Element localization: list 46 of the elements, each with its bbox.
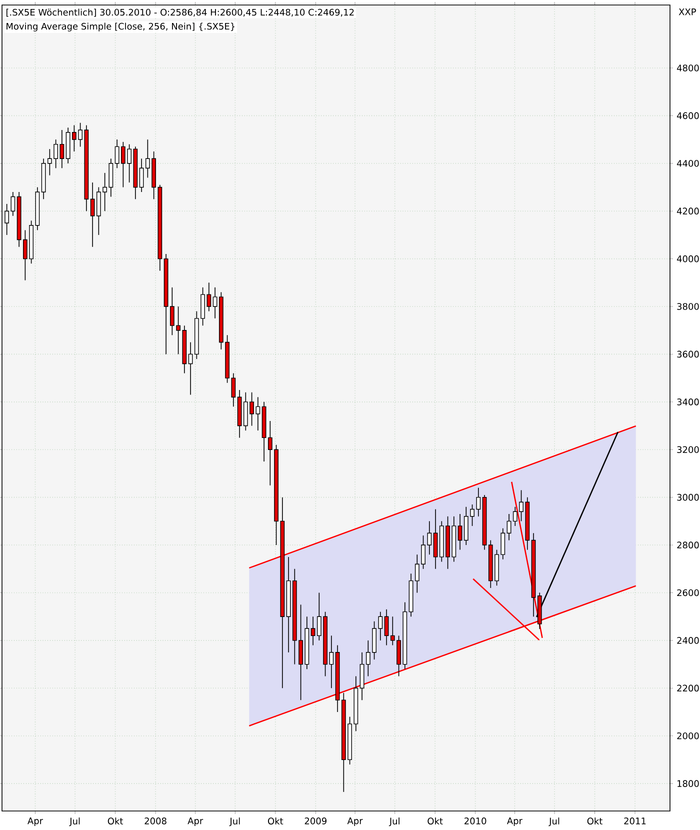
x-tick-label: Apr [28,818,44,826]
candlestick [360,652,364,700]
x-tick-label: 2009 [304,818,326,824]
x-tick-label: Jul [229,818,240,826]
text: XXP [678,8,696,16]
y-tick-label: 3800 [677,303,699,310]
candlestick [384,609,389,646]
x-tick-label: 2008 [144,818,166,824]
x-tick-label: Jul [388,818,400,826]
y-tick-label: 2600 [677,589,699,596]
chart-title: [.SX5E Wöchentlich] 30.05.2010 - O:2586,84 H:2600,45 L:2448,10 C:2469,12 [6,8,354,17]
candlestick [212,287,218,319]
y-tick-label: 3600 [677,350,699,358]
y-tick-label: 3000 [677,494,699,501]
candlestick [458,514,462,550]
x-tick-label: Jul [69,818,80,826]
y-tick-label: 4000 [676,255,699,262]
y-tick-label: 2000 [677,732,699,740]
candlestick [188,342,193,396]
candlestick [433,508,438,570]
y-tick-label: 2800 [677,542,699,548]
y-tick-label: 4600 [676,112,699,120]
candlestick [90,182,95,248]
text: Moving Average Simple [Close, 256, Nein] {.SX5E} [6,22,234,32]
x-tick-label: Jul [548,818,560,826]
x-tick-label: Okt [428,818,443,824]
candlestick [310,616,316,646]
y-tick-label: 4400 [676,160,699,167]
x-tick-label: Apr [506,818,522,826]
y-tick-label: 2400 [677,637,699,644]
y-tick-label: 4200 [676,208,699,214]
x-tick-label: Okt [108,818,123,824]
x-tick-label: Okt [268,818,284,824]
x-tick-label: 2010 [464,818,486,824]
x-tick-label: Okt [587,818,602,824]
x-tick-label: Apr [188,818,204,826]
y-tick-label: 2200 [677,684,699,692]
y-tick-label: 1800 [678,780,699,787]
y-tick-label: 3200 [677,446,699,454]
x-tick-label: Apr [347,818,363,826]
y-tick-label: 4800 [676,64,699,72]
x-tick-label: 2011 [624,818,646,824]
candlestick [139,158,144,192]
y-tick-label: 3400 [677,398,699,406]
candlestick [506,514,512,541]
candlestick [114,139,120,169]
